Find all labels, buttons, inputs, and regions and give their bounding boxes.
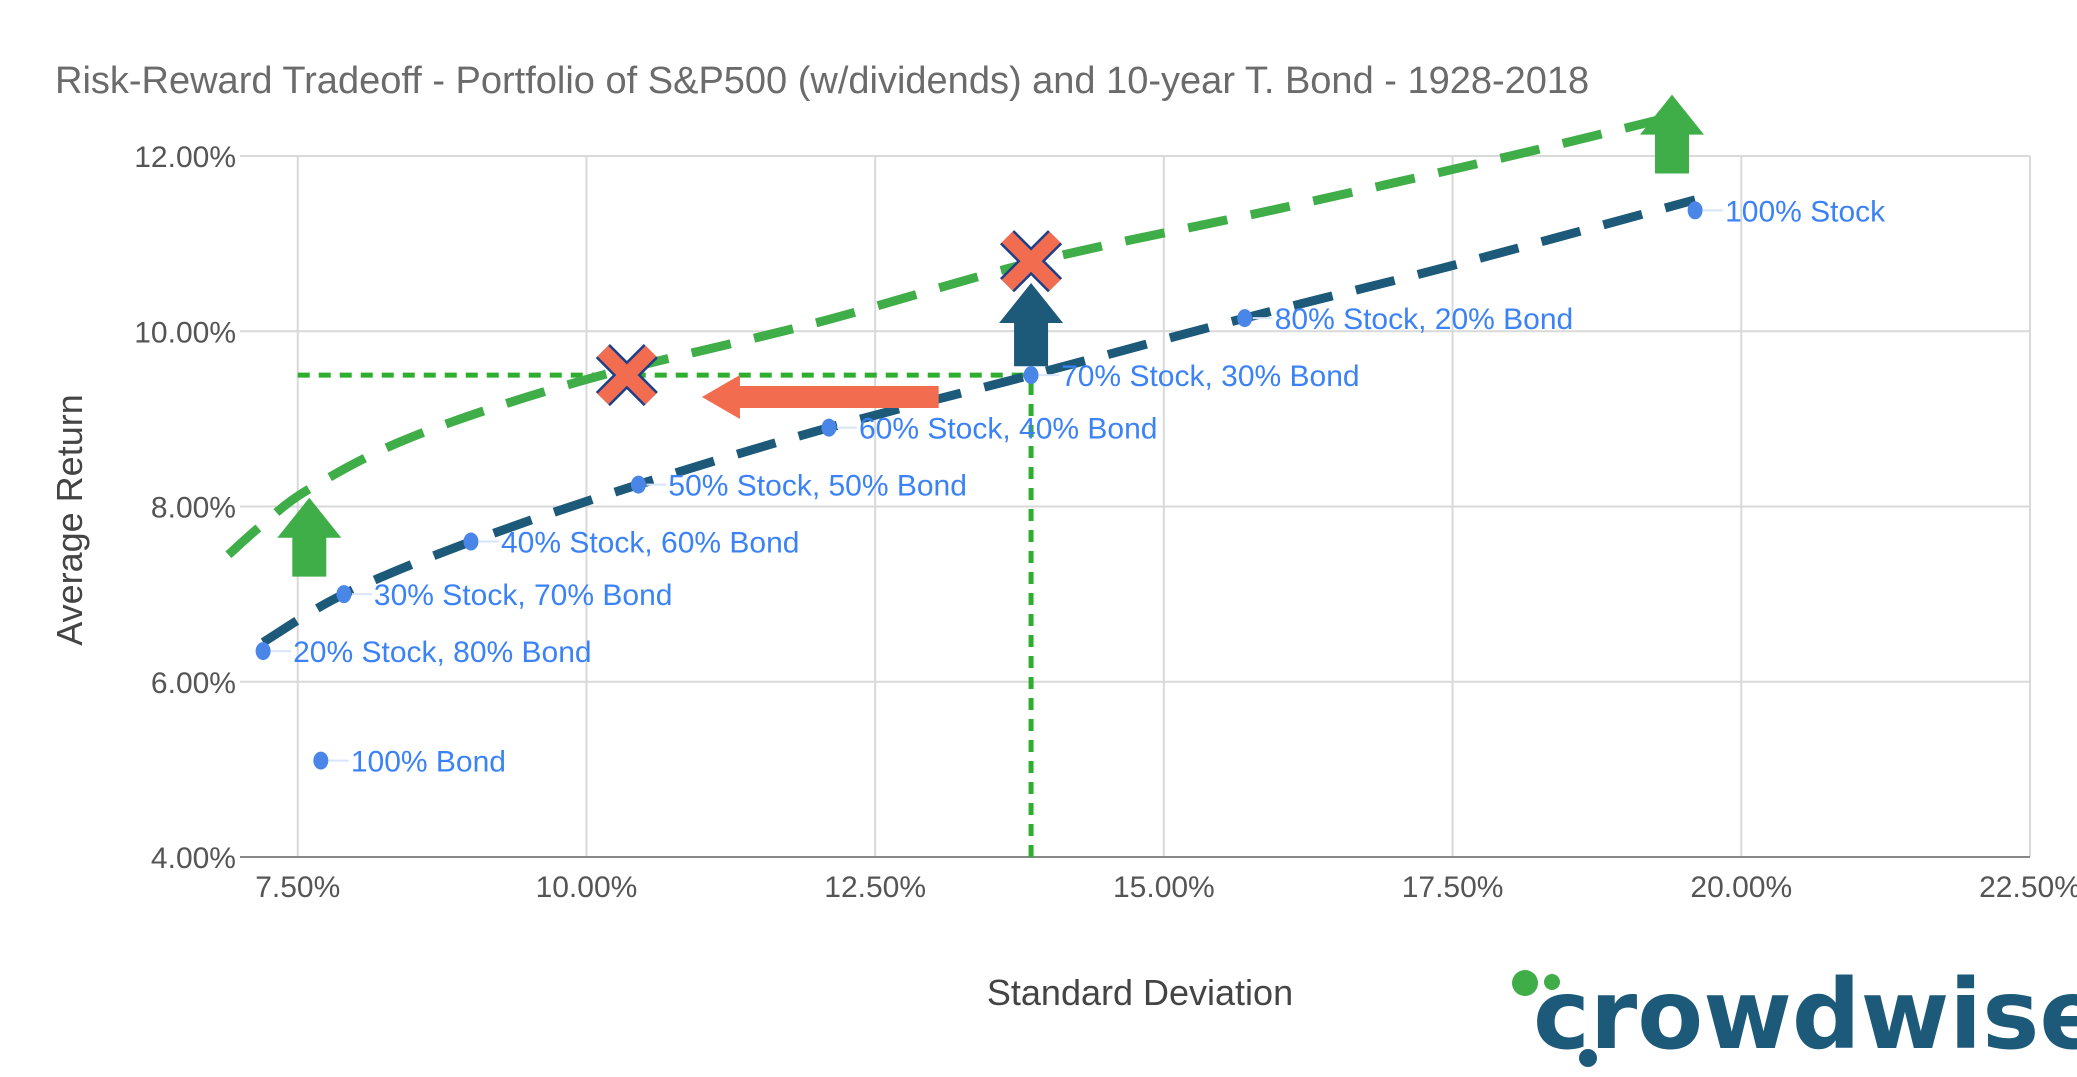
x-tick-label: 10.00%	[536, 871, 638, 904]
point-label: 100% Stock	[1725, 195, 1886, 228]
up-arrow-blue	[999, 283, 1064, 367]
frontier-curves	[225, 112, 1697, 647]
point-label: 100% Bond	[351, 746, 506, 779]
x-tick-label: 22.50%	[1979, 871, 2077, 904]
up-arrow-green	[1640, 94, 1704, 174]
y-tick-label: 8.00%	[151, 492, 236, 525]
crowdwise-logo: crowdwise	[1512, 959, 2077, 1071]
data-point	[313, 751, 329, 770]
data-point	[630, 475, 646, 494]
y-axis-label: Average Return	[49, 394, 90, 646]
logo-dot-large	[1512, 970, 1538, 996]
x-tick-label: 20.00%	[1690, 871, 1792, 904]
point-label: 70% Stock, 30% Bond	[1061, 360, 1360, 393]
left-arrow	[701, 374, 939, 419]
x-tick-label: 17.50%	[1402, 871, 1504, 904]
point-label: 30% Stock, 70% Bond	[374, 579, 673, 612]
x-axis-label: Standard Deviation	[987, 972, 1293, 1013]
y-tick-label: 6.00%	[151, 667, 236, 700]
point-label: 50% Stock, 50% Bond	[668, 470, 967, 503]
data-point	[336, 585, 352, 604]
y-tick-label: 4.00%	[151, 842, 236, 875]
cross-marker	[595, 343, 658, 407]
up-arrow-green	[277, 497, 342, 577]
point-label: 40% Stock, 60% Bond	[501, 527, 800, 560]
point-label: 20% Stock, 80% Bond	[293, 636, 592, 669]
improved-frontier-curve	[225, 112, 1674, 559]
point-label: 60% Stock, 40% Bond	[859, 413, 1158, 446]
chart-title: Risk-Reward Tradeoff - Portfolio of S&P5…	[55, 60, 1589, 102]
data-point	[1687, 201, 1703, 220]
data-point	[463, 532, 479, 551]
y-tick-label: 10.00%	[134, 316, 236, 349]
arrows	[277, 94, 1704, 577]
x-axis-ticks: 7.50% 10.00% 12.50% 15.00% 17.50% 20.00% 22.50…	[255, 871, 2077, 904]
x-tick-label: 15.00%	[1113, 871, 1215, 904]
y-tick-label: 12.00%	[134, 141, 236, 174]
logo-dot-small	[1544, 974, 1560, 990]
data-point	[1023, 366, 1039, 385]
cross-stroke	[1001, 231, 1061, 291]
current-frontier-curve	[260, 195, 1697, 647]
x-tick-label: 7.50%	[255, 871, 340, 904]
logo-dot-bottom	[1579, 1049, 1597, 1067]
point-label: 80% Stock, 20% Bond	[1275, 303, 1574, 336]
cross-marker	[999, 230, 1063, 293]
data-point	[821, 418, 837, 437]
cross-stroke	[597, 345, 657, 405]
x-tick-label: 12.50%	[824, 871, 926, 904]
crosses	[595, 230, 1063, 407]
reference-lines	[297, 372, 1034, 857]
data-point	[1237, 309, 1253, 328]
data-points: 100% Bond 20% Stock, 80% Bond 30% Stock, 7…	[255, 195, 1886, 779]
logo-text: crowdwise	[1533, 959, 2077, 1071]
data-point	[255, 642, 271, 661]
y-axis-ticks: 4.00% 6.00% 8.00% 10.00% 12.00%	[134, 141, 236, 875]
grid	[240, 155, 2031, 858]
